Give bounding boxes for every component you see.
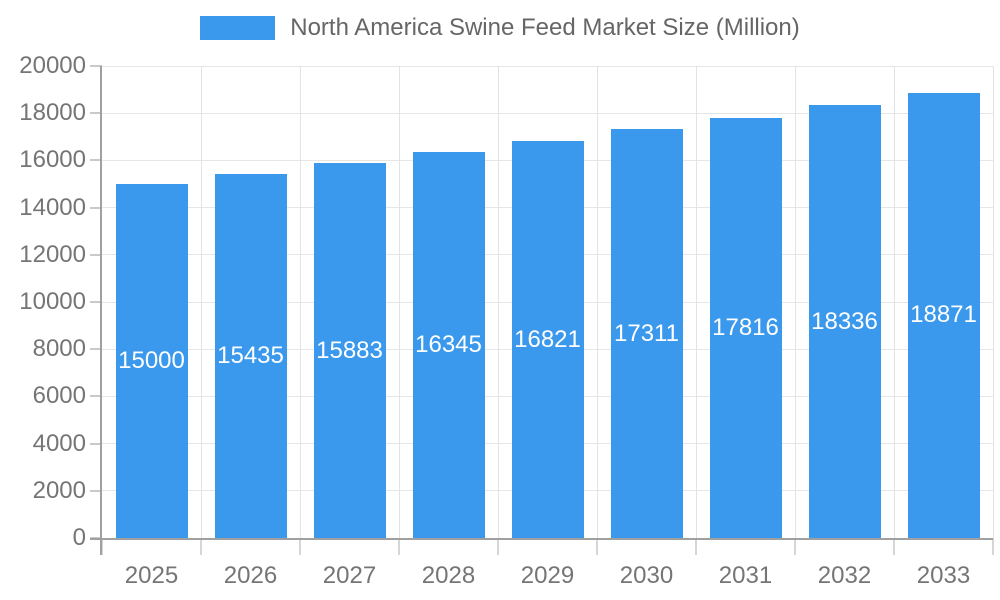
chart-legend[interactable]: North America Swine Feed Market Size (Mi… [0, 14, 1000, 42]
v-gridline [695, 66, 697, 538]
x-axis-tick [596, 538, 598, 555]
y-axis-label: 16000 [19, 146, 86, 174]
bar-value-label: 16345 [415, 331, 482, 359]
x-axis-label: 2031 [718, 562, 773, 589]
y-axis-tick [90, 206, 102, 209]
x-axis-label: 2029 [520, 562, 575, 589]
v-gridline [497, 66, 499, 538]
y-axis-line [100, 66, 102, 555]
y-axis-label: 18000 [19, 99, 86, 127]
x-axis-tick [695, 538, 697, 555]
x-axis-label: 2030 [619, 562, 674, 589]
bar-value-label: 16821 [514, 325, 581, 353]
x-axis-tick [101, 538, 103, 555]
y-axis-label: 12000 [19, 240, 86, 268]
y-axis-label: 14000 [19, 193, 86, 221]
v-gridline [398, 66, 400, 538]
bar-value-label: 15435 [217, 341, 284, 369]
y-axis-tick [90, 442, 102, 445]
x-axis-tick [398, 538, 400, 555]
y-axis-label: 8000 [32, 335, 86, 363]
legend-swatch [200, 16, 276, 40]
y-axis-tick [90, 65, 102, 67]
v-gridline [893, 66, 895, 538]
bar-value-label: 17311 [614, 319, 679, 347]
y-axis-label: 4000 [32, 429, 86, 457]
bar[interactable]: 15435 [214, 173, 287, 538]
y-axis-tick [90, 348, 102, 351]
bar[interactable]: 18336 [808, 105, 881, 538]
bar[interactable]: 17311 [610, 129, 683, 538]
bar[interactable]: 15883 [313, 163, 386, 538]
x-axis-label: 2033 [916, 562, 971, 589]
v-gridline [200, 66, 202, 538]
y-axis-tick [90, 112, 102, 115]
bar-value-label: 15883 [316, 336, 383, 364]
x-axis-tick [893, 538, 895, 555]
bar[interactable]: 17816 [709, 117, 782, 538]
bar-value-label: 18336 [811, 307, 878, 335]
x-axis-label: 2026 [223, 562, 278, 589]
v-gridline [794, 66, 796, 538]
x-axis-label: 2027 [322, 562, 377, 589]
y-axis-tick [90, 253, 102, 256]
bar-value-label: 17816 [712, 313, 779, 341]
bar[interactable]: 18871 [907, 92, 980, 538]
bar-value-label: 15000 [118, 347, 185, 374]
x-axis-tick [794, 538, 796, 555]
y-axis-label: 0 [72, 524, 86, 551]
y-axis-tick [90, 489, 102, 492]
y-axis-label: 2000 [32, 476, 86, 504]
y-axis-tick [90, 395, 102, 398]
y-axis-label: 10000 [19, 288, 86, 315]
y-axis-tick [90, 301, 102, 303]
y-axis-label: 20000 [19, 52, 86, 79]
v-gridline [596, 66, 598, 538]
x-axis-label: 2028 [421, 562, 476, 589]
x-axis-tick [299, 538, 301, 555]
v-gridline [299, 66, 301, 538]
bar[interactable]: 15000 [115, 184, 188, 538]
y-axis-label: 6000 [32, 382, 86, 410]
x-axis-tick [200, 538, 202, 555]
x-axis-label: 2032 [817, 562, 872, 589]
x-axis-line [90, 538, 993, 540]
legend-label: North America Swine Feed Market Size (Mi… [290, 14, 800, 41]
v-gridline [992, 66, 994, 538]
h-gridline [102, 112, 993, 114]
y-axis-tick [90, 159, 102, 162]
bar[interactable]: 16821 [511, 141, 584, 538]
x-axis-tick [992, 538, 994, 555]
x-axis-tick [497, 538, 499, 555]
bar[interactable]: 16345 [412, 152, 485, 538]
x-axis-label: 2025 [124, 562, 179, 589]
h-gridline [102, 65, 993, 67]
bar-value-label: 18871 [910, 301, 977, 329]
